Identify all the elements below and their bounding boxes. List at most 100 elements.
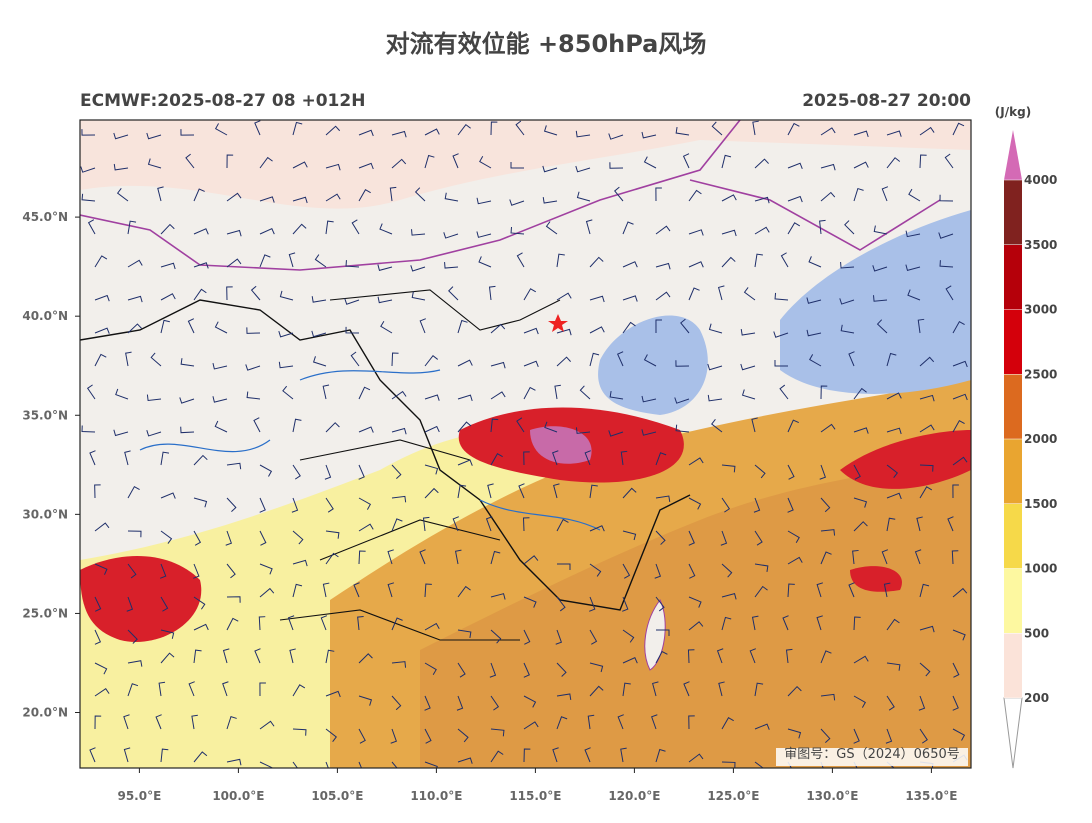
wind-barb [193, 228, 209, 235]
wind-barb [589, 629, 598, 645]
wind-barb [952, 393, 968, 401]
wind-barb [552, 450, 559, 466]
wind-barb [193, 530, 202, 546]
wind-barb [424, 728, 432, 744]
wind-barb [259, 530, 267, 546]
wind-barb [655, 187, 662, 202]
wind-barb [127, 660, 143, 667]
wind-barb [452, 153, 459, 169]
wind-barb [457, 459, 473, 466]
wind-barb [852, 549, 859, 565]
wind-barb [516, 252, 525, 268]
wind-barb [587, 714, 595, 730]
colorbar-bin [1004, 180, 1022, 245]
capital-marker [548, 314, 568, 332]
wind-barb [589, 484, 598, 499]
wind-barb [820, 127, 836, 136]
wind-barb [127, 629, 138, 644]
wind-barb [754, 464, 766, 479]
wind-barb [193, 497, 208, 508]
wind-barb [945, 285, 954, 301]
wind-barb [358, 464, 365, 480]
wind-barb [226, 286, 233, 301]
wind-barb [589, 596, 596, 612]
wind-barb [523, 451, 530, 466]
wind-barb [751, 615, 759, 631]
wind-barb [490, 391, 506, 400]
wind-barb [476, 231, 492, 238]
wind-barb [350, 351, 360, 367]
wind-barb [579, 385, 591, 400]
wind-barb [424, 583, 432, 598]
wind-barb [479, 156, 492, 169]
wind-barb [883, 582, 891, 598]
colorbar-bin [1004, 568, 1022, 634]
wind-barb [643, 354, 657, 367]
wind-barb [820, 529, 836, 536]
wind-barb [324, 464, 332, 480]
wind-barb [688, 563, 696, 579]
wind-barb [188, 681, 195, 697]
wind-barb [853, 655, 869, 664]
wind-barb [609, 390, 624, 400]
wind-barb [490, 453, 503, 466]
wind-barb [457, 123, 471, 136]
wind-barb [655, 748, 666, 763]
y-tick-label: 20.0°N [22, 706, 68, 720]
wind-barb [688, 497, 702, 510]
colorbar-bin [1004, 309, 1022, 375]
wind-barb [214, 123, 228, 136]
colorbar-label: 3500 [1024, 238, 1057, 252]
wind-barb [620, 450, 628, 466]
wind-barb [180, 358, 195, 367]
wind-barb [258, 616, 266, 631]
wind-barb [179, 397, 195, 404]
wind-barb [787, 122, 800, 136]
wind-barb [872, 265, 888, 272]
wind-barb [490, 418, 499, 433]
wind-barb [193, 563, 200, 579]
wind-barb [424, 425, 440, 433]
wind-barb [886, 392, 902, 400]
wind-barb [886, 427, 902, 435]
wind-barb [155, 714, 162, 730]
wind-barb [444, 262, 459, 269]
wind-barb [452, 516, 459, 532]
wind-barb [391, 761, 398, 768]
wind-barb [259, 587, 275, 598]
wind-barb [651, 714, 658, 730]
colorbar-label: 200 [1024, 691, 1049, 705]
wind-barb [523, 662, 530, 678]
wind-barb [886, 464, 899, 478]
wind-barb [411, 229, 426, 236]
x-tick-label: 105.0°E [311, 789, 363, 803]
wind-barb [753, 497, 761, 513]
wind-barb [675, 424, 690, 433]
wind-barb [589, 352, 600, 367]
wind-barb [454, 549, 462, 565]
wind-barb [193, 596, 206, 610]
wind-barb [707, 363, 723, 371]
wind-barb [160, 451, 170, 466]
wind-barb [457, 319, 468, 334]
wind-barb [721, 717, 734, 730]
wind-barb [655, 225, 671, 235]
wind-barb [820, 163, 836, 171]
wind-barb [490, 629, 502, 644]
wind-barb [589, 685, 604, 697]
colorbar-bin [1004, 633, 1022, 698]
wind-barb [522, 517, 530, 532]
wind-barb [226, 229, 242, 237]
wind-barb [411, 291, 426, 301]
wind-barb [655, 629, 670, 636]
wind-barb [754, 253, 763, 268]
wind-barb [391, 158, 407, 169]
wind-barb [424, 622, 440, 631]
wind-barb [808, 256, 822, 268]
wind-barb [555, 629, 563, 645]
wind-barb [844, 220, 855, 235]
wind-barb [886, 618, 900, 631]
wind-barb [113, 163, 129, 171]
wind-barb [720, 530, 728, 546]
wind-barb [226, 617, 239, 631]
